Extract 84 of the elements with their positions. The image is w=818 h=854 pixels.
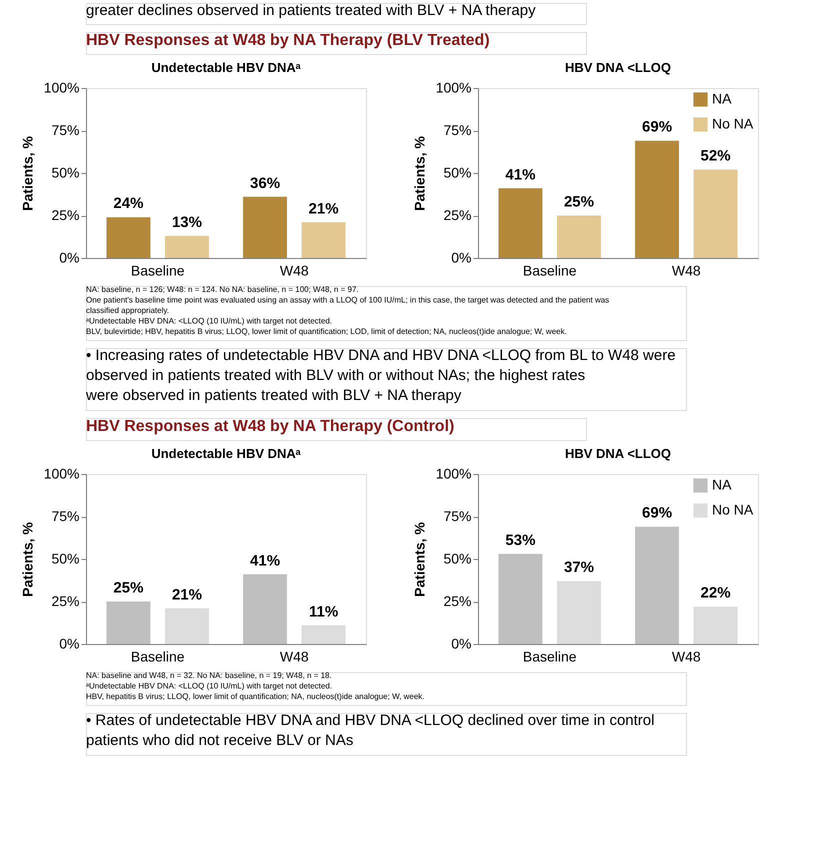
y-tick-label: 0% [59,636,80,652]
bar [498,188,542,258]
chart-subtitle: Undetectable HBV DNAᵃ [151,446,301,461]
x-tick-label: Baseline [130,648,185,664]
y-tick-label: 25% [443,593,472,609]
y-axis-title: Patients, % [20,136,36,211]
text: ᵃUndetectable HBV DNA: <LLOQ (10 IU/mL) with target not detected. [86,682,332,690]
y-tick-label: 100% [44,80,80,96]
data-label: 22% [700,584,731,602]
bar [498,554,542,644]
data-label: 13% [172,214,202,231]
y-tick-label: 75% [51,508,80,524]
y-tick-label: 75% [443,122,472,138]
text: NA: baseline, n = 126; W48: n = 124. No NA: baseline, n = 100; W48, n = 97. [86,285,359,294]
chart-title: HBV Responses at W48 by NA Therapy (Control) [86,418,454,435]
x-tick-label: W48 [672,262,701,278]
y-tick-label: 50% [443,164,472,180]
bar [557,216,601,258]
x-tick-label: W48 [280,648,309,664]
chart-subtitle: Undetectable HBV DNAᵃ [151,60,301,75]
data-label: 37% [564,559,594,576]
bar [106,217,150,258]
chart-title: HBV Responses at W48 by NA Therapy (BLV Treated) [86,32,490,49]
y-tick-label: 25% [51,207,80,223]
bar [557,581,601,644]
y-axis-title: Patients, % [20,522,36,597]
text: BLV, bulevirtide; HBV, hepatitis B virus; LLOQ, lower limit of quantification; LOD, limit of detection; NA, nucleos(t)ide analogue; W, week. [86,327,567,336]
x-tick-label: Baseline [130,262,185,278]
legend-label: NA [712,90,732,106]
chart-title: HBV DNA <LLOQ [564,60,672,75]
data-label: 69% [642,118,672,136]
data-label: 41% [505,166,536,184]
y-tick-label: 50% [51,550,80,566]
y-tick-label: 0% [59,250,80,266]
y-tick-label: 100% [436,466,472,482]
data-label: 21% [172,586,202,604]
data-label: 69% [642,504,672,522]
text: • Rates of undetectable HBV DNA and HBV DNA <LLOQ declined over time in control patients who did not receive BLV or NAs [86,712,654,749]
y-tick-label: 25% [51,593,80,609]
text: One patient's baseline time point was evaluated using an assay with a LLOQ of 100 IU/mL; in this case, the target was detected and the patient was classified appropriately. [86,296,610,315]
x-tick-label: W48 [280,262,309,278]
legend-label: No NA [712,116,754,132]
bar [243,196,287,258]
bar [694,606,738,644]
text: ᵃUndetectable HBV DNA: <LLOQ (10 IU/mL) with target not detected. [86,316,332,326]
y-tick-label: 0% [451,636,472,652]
data-label: 24% [113,195,144,212]
y-tick-label: 75% [51,122,80,138]
x-tick-label: Baseline [522,262,577,278]
bar [302,625,346,644]
legend-label: NA [712,476,732,492]
text: HBV, hepatitis B virus; LLOQ, lower limit of quantification; NA, nucleos(t)ide analogue; W, week. [86,692,425,701]
x-tick-label: W48 [672,648,701,664]
data-label: 25% [564,194,594,210]
bar [635,140,679,258]
bar [694,170,738,258]
chart-title: HBV DNA <LLOQ [564,446,672,461]
y-axis-title: Patients, % [412,136,428,211]
text: • Increasing rates of undetectable HBV DNA and HBV DNA <LLOQ from BL to W48 were observed in patients treated with BLV with or without NAs; the highest rates were observed in patients treated with BLV + NA therapy [85,347,676,404]
bar [165,608,209,644]
data-label: 52% [700,148,731,165]
y-axis-title: Patients, % [412,522,428,597]
data-label: 11% [308,603,338,620]
y-tick-label: 100% [44,466,80,482]
data-label: 53% [505,532,536,549]
bar [243,574,287,644]
y-tick-label: 75% [443,508,472,524]
y-tick-label: 50% [443,550,472,566]
y-tick-label: 100% [436,80,472,96]
data-label: 21% [308,200,339,218]
bar [302,222,346,258]
bar [106,602,150,644]
text: greater declines observed in patients treated with BLV + NA therapy [86,2,536,19]
bar [165,236,209,258]
y-tick-label: 0% [451,250,472,266]
data-label: 25% [113,580,144,596]
data-label: 36% [250,174,280,192]
data-label: 41% [250,552,280,570]
legend-label: No NA [712,502,754,518]
x-tick-label: Baseline [522,648,577,664]
bar [635,526,679,644]
y-tick-label: 25% [443,207,472,223]
text: NA: baseline and W48, n = 32. No NA: baseline, n = 19; W48, n = 18. [86,671,332,680]
y-tick-label: 50% [51,164,80,180]
